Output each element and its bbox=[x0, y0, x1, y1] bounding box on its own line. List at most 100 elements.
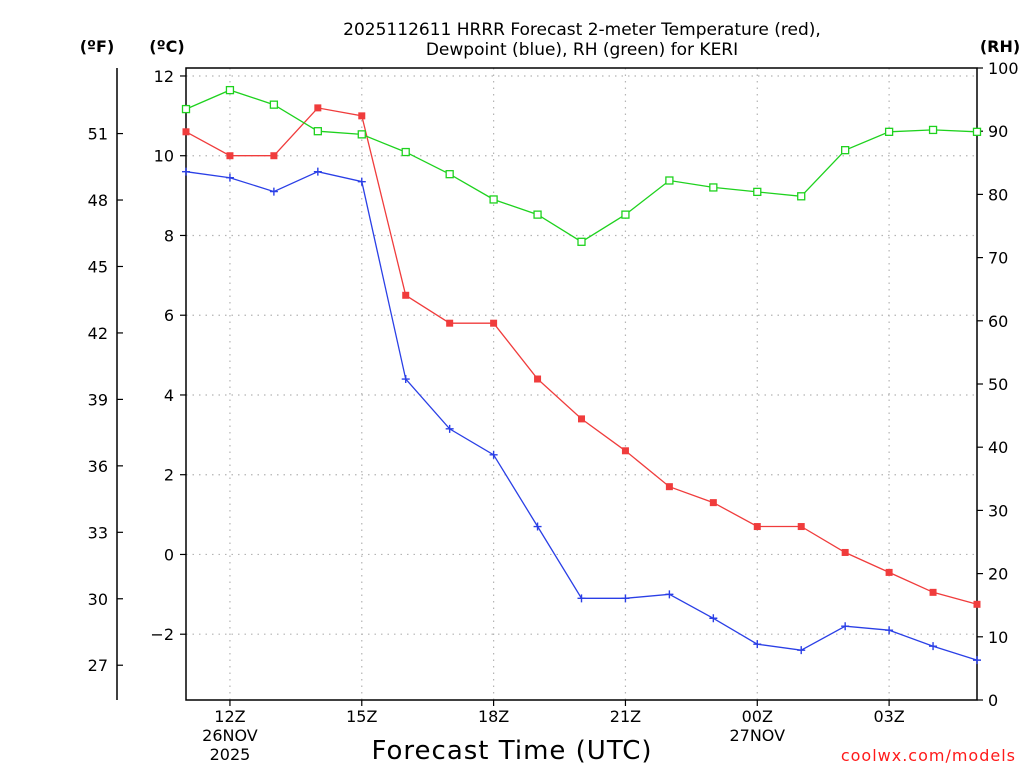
rh-point bbox=[753, 187, 762, 197]
2-meter-temperature-point bbox=[841, 548, 849, 556]
rh-line bbox=[185, 89, 978, 243]
2-meter-temperature-point bbox=[578, 415, 585, 423]
dewpoint-point bbox=[621, 594, 630, 603]
x-tick-year: 2025 bbox=[210, 745, 251, 764]
2-meter-temperature-point bbox=[446, 319, 454, 327]
rh-point bbox=[445, 170, 454, 179]
dewpoint-point bbox=[489, 450, 498, 459]
2-meter-temperature-point bbox=[490, 319, 498, 327]
2-meter-temperature-point bbox=[226, 152, 234, 160]
rh-tick-label: 90 bbox=[988, 122, 1008, 141]
dewpoint-point bbox=[797, 646, 806, 655]
chart-title-line2: Dewpoint (blue), RH (green) for KERI bbox=[426, 40, 738, 60]
2-meter-temperature-point bbox=[621, 447, 629, 455]
2-meter-temperature-point bbox=[402, 291, 410, 299]
celsius-unit-label: (ºC) bbox=[149, 37, 184, 56]
2-meter-temperature-point bbox=[973, 600, 981, 608]
rh-point bbox=[313, 127, 322, 136]
credit-text: coolwx.com/models bbox=[841, 746, 1016, 765]
dewpoint-point bbox=[225, 173, 234, 182]
dewpoint-point bbox=[533, 522, 542, 531]
rh-point bbox=[577, 237, 586, 246]
dewpoint-point bbox=[313, 167, 322, 176]
celsius-tick-label: 4 bbox=[164, 386, 174, 405]
dewpoint-point bbox=[885, 626, 894, 635]
rh-tick-label: 10 bbox=[988, 628, 1008, 647]
rh-point bbox=[533, 210, 542, 219]
celsius-tick-label: 6 bbox=[164, 306, 174, 325]
2-meter-temperature-point bbox=[182, 128, 190, 136]
dewpoint-point bbox=[929, 642, 938, 651]
fahrenheit-tick-label: 39 bbox=[88, 390, 108, 409]
rh-tick-label: 40 bbox=[988, 438, 1008, 457]
dewpoint-point bbox=[577, 594, 586, 603]
2-meter-temperature-point bbox=[885, 568, 893, 576]
dewpoint-point bbox=[357, 177, 366, 186]
celsius-tick-label: 0 bbox=[164, 545, 174, 564]
dewpoint-point bbox=[445, 424, 454, 433]
dewpoint-point bbox=[182, 167, 190, 176]
x-tick-label: 12Z bbox=[214, 707, 245, 726]
rh-tick-label: 50 bbox=[988, 375, 1008, 394]
celsius-tick-label: 10 bbox=[154, 147, 174, 166]
dewpoint-point bbox=[841, 622, 850, 631]
rh-point bbox=[928, 125, 938, 135]
2-meter-temperature-point bbox=[665, 483, 673, 491]
dewpoint-point bbox=[269, 187, 278, 196]
fahrenheit-tick-label: 36 bbox=[88, 457, 108, 476]
x-tick-label: 21Z bbox=[610, 707, 641, 726]
rh-point bbox=[269, 100, 279, 109]
celsius-tick-label: 2 bbox=[164, 466, 174, 485]
rh-unit-label: (RH) bbox=[980, 37, 1020, 56]
x-tick-date: 26NOV bbox=[202, 726, 258, 745]
celsius-tick-label: −2 bbox=[150, 625, 174, 644]
rh-point bbox=[972, 127, 982, 136]
x-tick-label: 00Z bbox=[742, 707, 773, 726]
2-meter-temperature-point bbox=[797, 523, 805, 531]
rh-tick-label: 60 bbox=[988, 312, 1008, 331]
2-meter-temperature-point bbox=[314, 104, 322, 112]
2-meter-temperature-point bbox=[270, 152, 278, 160]
2-meter-temperature-point bbox=[709, 499, 717, 507]
rh-point bbox=[181, 104, 191, 114]
rh-point bbox=[401, 147, 410, 157]
rh-tick-label: 100 bbox=[988, 59, 1019, 78]
rh-point bbox=[709, 183, 718, 192]
fahrenheit-unit-label: (ºF) bbox=[80, 37, 115, 56]
rh-point bbox=[225, 85, 235, 95]
data-series bbox=[181, 85, 982, 665]
rh-point bbox=[665, 176, 674, 185]
chart-title-line1: 2025112611 HRRR Forecast 2-meter Tempera… bbox=[343, 20, 821, 40]
celsius-tick-label: 8 bbox=[164, 226, 174, 245]
fahrenheit-tick-label: 30 bbox=[88, 590, 108, 609]
x-tick-label: 18Z bbox=[478, 707, 509, 726]
2-meter-temperature-point bbox=[358, 112, 366, 120]
dewpoint-point bbox=[709, 614, 718, 623]
fahrenheit-tick-label: 48 bbox=[88, 191, 108, 210]
rh-point bbox=[884, 127, 894, 136]
fahrenheit-tick-label: 45 bbox=[88, 257, 108, 276]
dewpoint-point bbox=[973, 656, 981, 665]
2-meter-temperature-point bbox=[929, 588, 937, 596]
rh-point bbox=[841, 146, 850, 155]
rh-point bbox=[357, 130, 366, 139]
rh-tick-label: 70 bbox=[988, 249, 1008, 268]
fahrenheit-tick-label: 51 bbox=[88, 125, 108, 144]
rh-tick-label: 20 bbox=[988, 565, 1008, 584]
x-tick-label: 03Z bbox=[873, 707, 904, 726]
dewpoint-point bbox=[753, 640, 762, 649]
rh-point bbox=[797, 192, 806, 201]
rh-tick-label: 30 bbox=[988, 501, 1008, 520]
fahrenheit-tick-label: 27 bbox=[88, 656, 108, 675]
dewpoint-point bbox=[665, 590, 674, 599]
x-axis-label: Forecast Time (UTC) bbox=[371, 736, 652, 766]
rh-point bbox=[489, 195, 498, 204]
dewpoint-point bbox=[401, 375, 410, 384]
rh-tick-label: 0 bbox=[988, 691, 998, 710]
plot-frame bbox=[185, 67, 978, 701]
fahrenheit-tick-label: 33 bbox=[88, 523, 108, 542]
2-meter-temperature-point bbox=[534, 375, 542, 383]
celsius-tick-label: 12 bbox=[154, 67, 174, 86]
2-meter-temperature-line bbox=[185, 107, 978, 605]
